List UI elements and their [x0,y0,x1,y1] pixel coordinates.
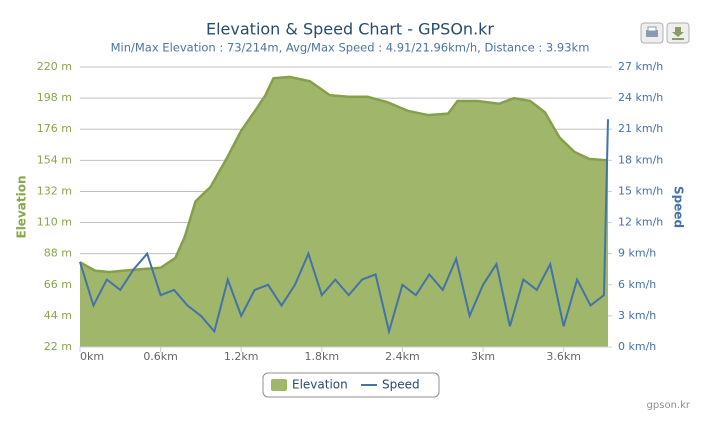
y-tick-label: 110 m [37,216,72,229]
y2-tick-label: 21 km/h [618,122,663,135]
y-tick-label: 88 m [44,247,72,260]
y2-tick-label: 0 km/h [618,340,656,353]
chart-title: Elevation & Speed Chart - GPSOn.kr [206,20,494,39]
x-tick-label: 1.8km [305,350,340,363]
print-button[interactable] [640,22,664,44]
x-tick-label: 2.4km [385,350,420,363]
y-tick-label: 154 m [37,153,72,166]
y2-tick-label: 6 km/h [618,278,656,291]
elevation-area [80,76,608,347]
legend [262,372,440,398]
y2-tick-label: 3 km/h [618,309,656,322]
y2-axis-title: Speed [672,186,686,228]
y-tick-label: 44 m [44,309,72,322]
y-tick-label: 66 m [44,278,72,291]
export-button[interactable] [666,22,690,44]
y2-tick-label: 24 km/h [618,91,663,104]
legend-symbol [271,379,287,391]
legend-label: Speed [382,378,420,392]
y2-tick-label: 12 km/h [618,216,663,229]
y-tick-label: 22 m [44,340,72,353]
y-axis-title: Elevation [15,175,29,238]
x-tick-label: 3.6km [546,350,581,363]
legend-label: Elevation [292,378,348,392]
y-tick-label: 198 m [37,91,72,104]
y2-tick-label: 15 km/h [618,184,663,197]
credit: gpson.kr [647,400,691,411]
y2-tick-label: 9 km/h [618,247,656,260]
x-tick-label: 0km [80,350,104,363]
y-tick-label: 132 m [37,184,72,197]
y2-tick-label: 18 km/h [618,153,663,166]
chart-subtitle: Min/Max Elevation : 73/214m, Avg/Max Spe… [111,41,590,55]
x-tick-label: 0.6km [143,350,178,363]
speed-line [79,119,609,336]
x-tick-label: 1.2km [224,350,259,363]
x-tick-label: 3km [471,350,495,363]
elevation-line [79,75,609,274]
y-tick-label: 176 m [37,122,72,135]
y2-tick-label: 27 km/h [618,60,663,73]
y-tick-label: 220 m [37,60,72,73]
